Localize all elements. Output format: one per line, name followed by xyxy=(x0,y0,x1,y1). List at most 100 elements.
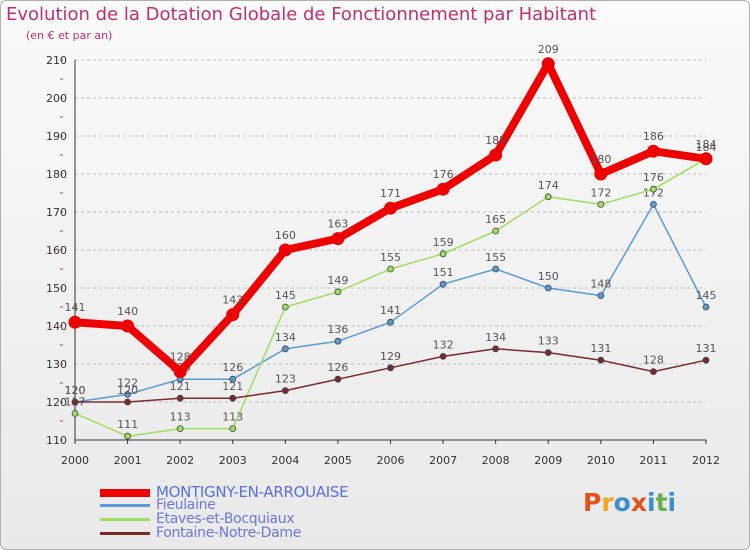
data-point-fieulaine xyxy=(124,390,131,398)
data-label-fontaine-notre-dame: 128 xyxy=(643,354,664,367)
data-point-fieulaine xyxy=(229,375,237,383)
data-point-montigny-en-arrouaise xyxy=(594,167,608,181)
y-tick-label: 120 xyxy=(46,396,67,409)
data-label-fieulaine: 172 xyxy=(643,186,664,199)
y-tick-label: 170 xyxy=(46,206,67,219)
data-label-etaves-et-bocquiaux: 165 xyxy=(485,213,506,226)
data-label-fieulaine: 141 xyxy=(380,304,401,317)
data-label-fieulaine: 145 xyxy=(696,289,717,302)
legend-swatch xyxy=(100,504,150,507)
chart-subtitle: (en € et par an) xyxy=(26,29,113,42)
logo-letter: x xyxy=(630,488,647,517)
data-point-etaves-et-bocquiaux xyxy=(281,303,289,311)
data-point-etaves-et-bocquiaux xyxy=(439,250,447,258)
legend-label: Etaves-et-Bocquiaux xyxy=(156,511,295,527)
legend-label: Fieulaine xyxy=(156,497,216,513)
data-point-fontaine-notre-dame xyxy=(702,356,710,364)
data-point-montigny-en-arrouaise xyxy=(646,144,660,158)
data-label-fontaine-notre-dame: 131 xyxy=(590,342,611,355)
data-point-fontaine-notre-dame xyxy=(229,394,237,402)
data-point-etaves-et-bocquiaux xyxy=(650,185,657,193)
data-label-montigny-en-arrouaise: 180 xyxy=(590,153,611,166)
proxiti-logo: Proxiti xyxy=(583,488,676,517)
data-point-etaves-et-bocquiaux xyxy=(124,432,131,440)
data-point-montigny-en-arrouaise xyxy=(699,152,713,166)
data-point-fontaine-notre-dame xyxy=(281,387,289,395)
data-label-etaves-et-bocquiaux: 176 xyxy=(643,171,664,184)
chart-title: Evolution de la Dotation Globale de Fonc… xyxy=(6,4,597,25)
data-label-montigny-en-arrouaise: 140 xyxy=(117,305,138,318)
data-label-fontaine-notre-dame: 133 xyxy=(538,335,559,348)
data-label-etaves-et-bocquiaux: 172 xyxy=(590,186,611,199)
data-point-fieulaine xyxy=(492,265,500,273)
data-point-etaves-et-bocquiaux xyxy=(229,425,237,433)
data-label-etaves-et-bocquiaux: 184 xyxy=(696,141,717,154)
data-point-montigny-en-arrouaise xyxy=(384,201,397,215)
data-label-fieulaine: 155 xyxy=(485,251,506,264)
data-point-montigny-en-arrouaise xyxy=(226,308,240,322)
data-label-montigny-en-arrouaise: 176 xyxy=(433,168,454,181)
y-tick-label: 200 xyxy=(46,92,67,105)
data-label-fieulaine: 122 xyxy=(117,376,138,389)
data-point-etaves-et-bocquiaux xyxy=(176,425,184,433)
data-label-etaves-et-bocquiaux: 111 xyxy=(117,418,138,431)
data-label-montigny-en-arrouaise: 163 xyxy=(327,218,348,231)
data-label-montigny-en-arrouaise: 160 xyxy=(275,229,296,242)
data-label-montigny-en-arrouaise: 186 xyxy=(643,130,664,143)
legend-label: Fontaine-Notre-Dame xyxy=(156,525,302,541)
data-point-fieulaine xyxy=(281,345,289,353)
logo-letter: i xyxy=(667,488,677,517)
logo-letter: o xyxy=(613,488,631,517)
data-point-fontaine-notre-dame xyxy=(492,345,500,353)
x-tick-label: 2000 xyxy=(61,454,89,467)
data-label-fontaine-notre-dame: 131 xyxy=(696,342,717,355)
data-label-fontaine-notre-dame: 123 xyxy=(275,373,296,386)
logo-letter: P xyxy=(583,488,602,517)
data-label-fontaine-notre-dame: 129 xyxy=(380,350,401,363)
logo-letter: r xyxy=(601,488,614,517)
logo-letter: i xyxy=(647,488,656,517)
data-point-fontaine-notre-dame xyxy=(650,368,657,376)
data-point-fontaine-notre-dame xyxy=(334,375,342,383)
legend-swatch xyxy=(100,489,150,497)
x-tick-label: 2009 xyxy=(534,454,562,467)
data-label-etaves-et-bocquiaux: 159 xyxy=(433,236,454,249)
data-point-fieulaine xyxy=(439,280,447,288)
x-tick-label: 2001 xyxy=(114,454,142,467)
data-label-fieulaine: 126 xyxy=(222,361,243,374)
y-tick-label: 110 xyxy=(46,434,67,447)
data-label-fontaine-notre-dame: 120 xyxy=(65,384,86,397)
x-tick-label: 2005 xyxy=(324,454,352,467)
data-point-montigny-en-arrouaise xyxy=(436,182,450,196)
y-tick-label: 150 xyxy=(46,282,67,295)
x-tick-label: 2003 xyxy=(219,454,247,467)
data-label-etaves-et-bocquiaux: 113 xyxy=(170,411,191,424)
data-label-fontaine-notre-dame: 121 xyxy=(222,380,243,393)
x-tick-label: 2002 xyxy=(166,454,194,467)
data-point-etaves-et-bocquiaux xyxy=(544,193,552,201)
data-label-fieulaine: 151 xyxy=(433,266,454,279)
x-tick-label: 2007 xyxy=(429,454,457,467)
x-tick-label: 2011 xyxy=(639,454,667,467)
data-label-fontaine-notre-dame: 120 xyxy=(117,384,138,397)
data-label-etaves-et-bocquiaux: 174 xyxy=(538,179,559,192)
y-tick-label: 190 xyxy=(46,130,67,143)
data-point-fontaine-notre-dame xyxy=(176,394,184,402)
data-point-fontaine-notre-dame xyxy=(544,349,552,357)
data-point-fontaine-notre-dame xyxy=(71,398,79,406)
data-point-montigny-en-arrouaise xyxy=(331,232,345,246)
data-point-fieulaine xyxy=(702,303,710,311)
legend-swatch xyxy=(100,518,150,521)
data-label-fieulaine: 136 xyxy=(327,323,348,336)
legend-swatch xyxy=(100,532,150,535)
data-label-montigny-en-arrouaise: 143 xyxy=(222,294,243,307)
data-point-etaves-et-bocquiaux xyxy=(334,288,342,296)
data-point-fieulaine xyxy=(544,284,552,292)
data-point-montigny-en-arrouaise xyxy=(278,243,292,257)
data-label-fontaine-notre-dame: 134 xyxy=(485,331,506,344)
data-point-montigny-en-arrouaise xyxy=(121,319,135,333)
line-chart: 110 120 130 140 150 160 170 180 190 200 210 2000 200… xyxy=(46,43,720,467)
data-label-montigny-en-arrouaise: 141 xyxy=(65,301,86,314)
data-label-montigny-en-arrouaise: 128 xyxy=(170,351,191,364)
data-label-fieulaine: 150 xyxy=(538,270,559,283)
